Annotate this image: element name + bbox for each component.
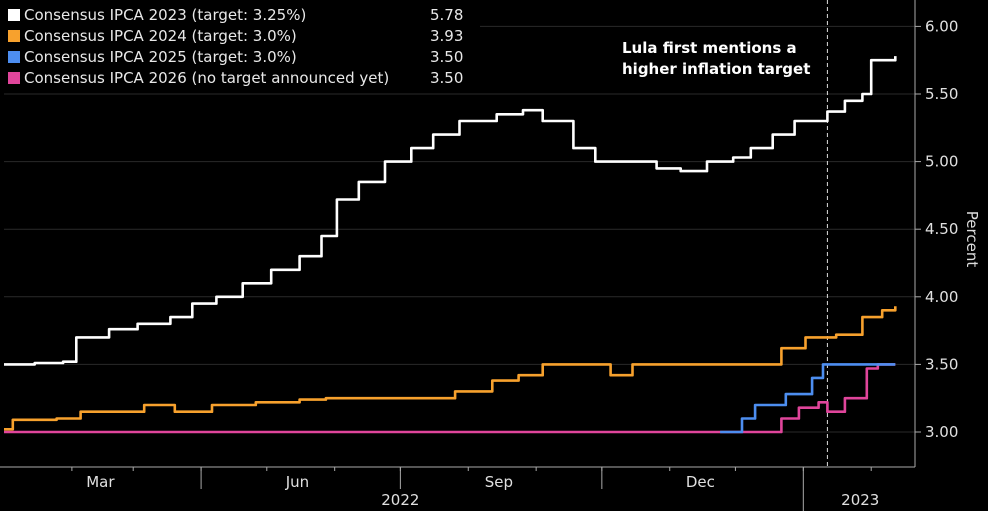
legend-swatch	[8, 50, 20, 63]
legend-label: Consensus IPCA 2023 (target: 3.25%)	[24, 5, 307, 24]
legend-item: Consensus IPCA 2025 (target: 3.0%) 3.50	[0, 46, 480, 67]
series-line	[720, 363, 896, 434]
series-line	[4, 56, 897, 366]
x-tick-label: Dec	[686, 473, 715, 491]
legend-value: 3.50	[430, 68, 464, 87]
legend-value: 5.78	[430, 5, 464, 24]
y-tick-label: 6.00	[925, 17, 958, 35]
x-tick-label: Jun	[285, 473, 309, 491]
legend-label: Consensus IPCA 2026 (no target announced…	[24, 68, 390, 87]
legend: Consensus IPCA 2023 (target: 3.25%) 5.78…	[0, 4, 480, 88]
legend-value: 3.93	[430, 26, 464, 45]
year-label: 2023	[841, 491, 879, 509]
legend-swatch	[8, 29, 20, 42]
series-lines	[4, 56, 897, 434]
y-tick-label: 5.50	[925, 85, 958, 103]
legend-swatch	[8, 8, 20, 21]
series-line	[4, 363, 896, 434]
x-tick-label: Mar	[86, 473, 115, 491]
series-line	[4, 306, 897, 431]
legend-label: Consensus IPCA 2024 (target: 3.0%)	[24, 26, 297, 45]
legend-value: 3.50	[430, 47, 464, 66]
y-tick-label: 3.50	[925, 355, 958, 373]
y-tick-label: 4.50	[925, 220, 958, 238]
x-tick-label: Sep	[485, 473, 513, 491]
legend-item: Consensus IPCA 2026 (no target announced…	[0, 67, 480, 88]
y-axis: 3.00 3.50 4.00 4.50 5.00 5.50 6.00	[914, 0, 958, 467]
y-tick-label: 4.00	[925, 288, 958, 306]
y-tick-label: 3.00	[925, 423, 958, 441]
y-tick-label: 5.00	[925, 153, 958, 171]
year-label: 2022	[381, 491, 419, 509]
legend-swatch	[8, 71, 20, 84]
y-axis-label: Percent	[963, 210, 981, 268]
x-axis: Mar Jun Sep Dec 2022 2023	[0, 466, 915, 511]
event-annotation: Lula first mentions a higher inflation t…	[622, 39, 811, 78]
legend-label: Consensus IPCA 2025 (target: 3.0%)	[24, 47, 297, 66]
legend-item: Consensus IPCA 2023 (target: 3.25%) 5.78	[0, 4, 480, 25]
legend-item: Consensus IPCA 2024 (target: 3.0%) 3.93	[0, 25, 480, 46]
